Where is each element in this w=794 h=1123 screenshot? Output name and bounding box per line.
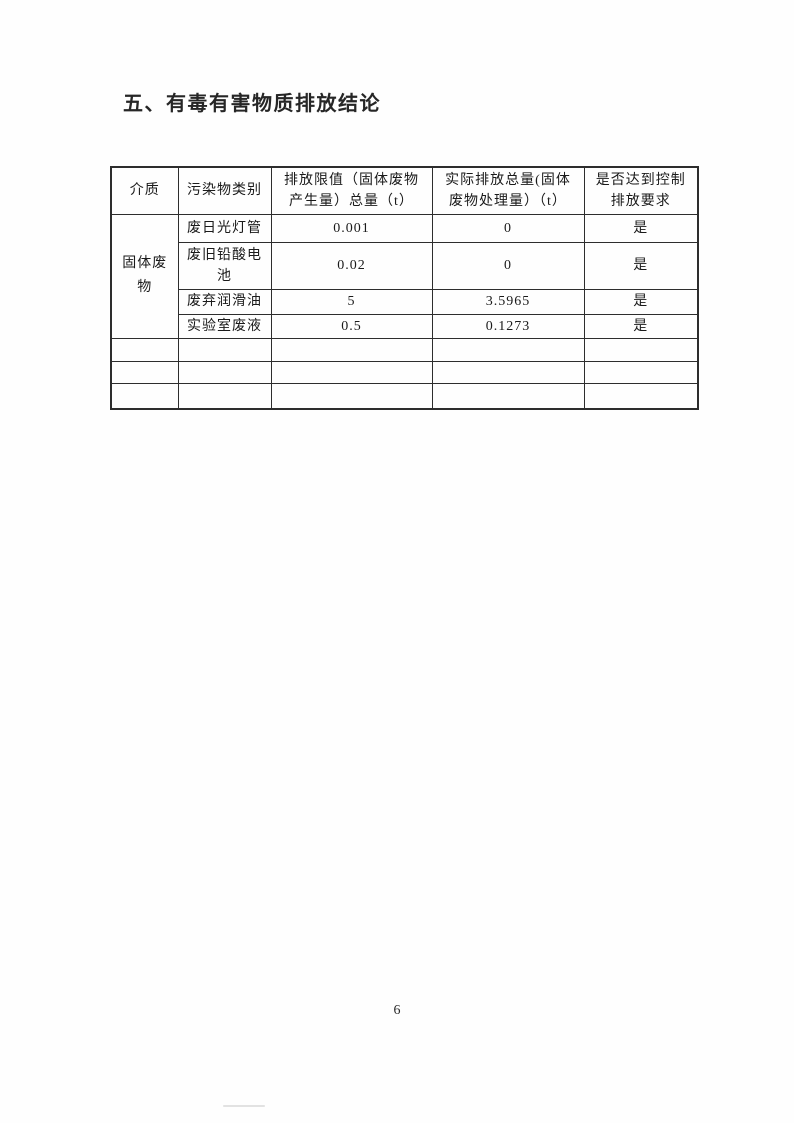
col-header-line: 污染物类别	[187, 183, 262, 199]
pollutant-cell: 废弃润滑油	[177, 288, 272, 315]
emissions-table: 介质 污染物类别 排放限值（固体废物 产生量）总量（t） 实际排放总量(固体 废…	[110, 166, 699, 410]
actual-cell: 3.5965	[431, 288, 585, 315]
col-header-actual-emission: 实际排放总量(固体 废物处理量）（t）	[431, 166, 585, 215]
limit-cell: 0.001	[270, 213, 433, 243]
empty-cell	[583, 360, 699, 384]
empty-cell	[270, 337, 433, 362]
actual-cell: 0	[431, 241, 585, 290]
col-header-line: 排放限值（固体废物	[284, 172, 419, 188]
limit-cell: 0.02	[270, 241, 433, 290]
empty-cell	[110, 337, 179, 362]
table-row: 废弃润滑油 5 3.5965 是	[111, 288, 699, 315]
actual-cell: 0	[431, 213, 585, 243]
pollutant-cell: 实验室废液	[177, 313, 272, 339]
pollutant-cell: 废日光灯管	[177, 213, 272, 243]
col-header-line: 介质	[129, 183, 160, 199]
empty-cell	[431, 337, 585, 362]
empty-cell	[110, 382, 179, 410]
empty-cell	[583, 337, 699, 362]
compliance-cell: 是	[583, 241, 699, 290]
medium-label: 固体废物	[122, 256, 168, 295]
empty-cell	[177, 382, 272, 410]
table-row: 固体废物 废日光灯管 0.001 0 是	[110, 213, 699, 339]
empty-cell	[177, 360, 272, 384]
col-header-line: 是否达到控制	[595, 172, 686, 188]
table-row-empty	[110, 360, 699, 384]
table-row-empty	[110, 382, 699, 410]
empty-cell	[177, 337, 272, 362]
table-row: 废旧铅酸电池 0.02 0 是	[111, 241, 699, 290]
empty-cell	[431, 360, 585, 384]
table-row-empty	[110, 337, 699, 362]
col-header-compliance: 是否达到控制 排放要求	[583, 166, 699, 215]
empty-cell	[583, 382, 699, 410]
empty-cell	[270, 360, 433, 384]
section-title: 五、有毒有害物质排放结论	[123, 93, 381, 115]
empty-cell	[110, 360, 179, 384]
col-header-medium: 介质	[110, 166, 179, 215]
compliance-cell: 是	[583, 288, 699, 315]
medium-cell: 固体废物	[110, 213, 179, 339]
col-header-line: 实际排放总量(固体	[445, 172, 571, 188]
scan-artifact	[223, 1105, 265, 1107]
empty-cell	[270, 382, 433, 410]
page-number: 6	[393, 1003, 401, 1018]
actual-cell: 0.1273	[431, 313, 585, 339]
col-header-emission-limit: 排放限值（固体废物 产生量）总量（t）	[270, 166, 433, 215]
col-header-pollutant-category: 污染物类别	[177, 166, 272, 215]
limit-cell: 0.5	[270, 313, 433, 339]
compliance-cell: 是	[583, 213, 699, 243]
limit-cell: 5	[270, 288, 433, 315]
table-header-row: 介质 污染物类别 排放限值（固体废物 产生量）总量（t） 实际排放总量(固体 废…	[110, 166, 699, 215]
col-header-line: 产生量）总量（t）	[289, 193, 414, 209]
col-header-line: 废物处理量）（t）	[449, 193, 567, 209]
table-row: 实验室废液 0.5 0.1273 是	[111, 313, 699, 339]
compliance-cell: 是	[583, 313, 699, 339]
empty-cell	[431, 382, 585, 410]
col-header-line: 排放要求	[610, 193, 671, 209]
pollutant-cell: 废旧铅酸电池	[177, 241, 272, 290]
